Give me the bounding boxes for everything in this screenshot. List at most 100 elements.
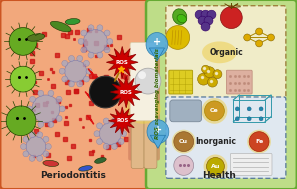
Circle shape <box>256 28 263 35</box>
Text: ROS: ROS <box>120 90 133 94</box>
Circle shape <box>88 25 94 31</box>
Ellipse shape <box>9 28 37 55</box>
Circle shape <box>207 10 216 19</box>
Circle shape <box>20 144 26 149</box>
Circle shape <box>26 106 32 112</box>
Circle shape <box>206 157 224 175</box>
Circle shape <box>78 38 84 44</box>
Circle shape <box>29 155 35 161</box>
Ellipse shape <box>6 106 36 136</box>
Circle shape <box>259 107 263 111</box>
Circle shape <box>202 65 209 73</box>
Polygon shape <box>106 46 138 78</box>
Ellipse shape <box>79 166 92 171</box>
Circle shape <box>23 151 29 157</box>
Circle shape <box>213 70 222 79</box>
Polygon shape <box>108 107 136 135</box>
Circle shape <box>135 68 161 94</box>
Circle shape <box>204 67 215 78</box>
Circle shape <box>77 81 83 87</box>
Circle shape <box>97 25 103 31</box>
Circle shape <box>204 16 213 25</box>
Circle shape <box>65 60 86 82</box>
Circle shape <box>23 136 29 142</box>
Ellipse shape <box>50 21 71 32</box>
Circle shape <box>174 132 194 152</box>
Circle shape <box>37 132 43 138</box>
Circle shape <box>38 122 44 127</box>
Circle shape <box>69 81 75 87</box>
FancyBboxPatch shape <box>146 0 297 189</box>
Circle shape <box>247 130 271 153</box>
Circle shape <box>235 107 239 111</box>
Circle shape <box>43 151 49 157</box>
Text: Inorganic: Inorganic <box>195 137 236 146</box>
Circle shape <box>30 96 36 102</box>
FancyBboxPatch shape <box>170 100 202 122</box>
Circle shape <box>89 76 121 108</box>
Circle shape <box>77 56 83 61</box>
Circle shape <box>111 143 117 149</box>
Circle shape <box>205 101 224 121</box>
Ellipse shape <box>177 14 187 23</box>
Ellipse shape <box>10 66 36 92</box>
Circle shape <box>56 115 62 122</box>
Circle shape <box>97 139 102 145</box>
FancyBboxPatch shape <box>144 113 157 168</box>
Circle shape <box>202 98 227 124</box>
Circle shape <box>107 38 113 44</box>
Ellipse shape <box>173 9 187 24</box>
Text: Organic: Organic <box>209 48 243 57</box>
FancyBboxPatch shape <box>226 70 252 94</box>
Circle shape <box>83 29 107 53</box>
Circle shape <box>62 76 68 82</box>
Circle shape <box>220 7 242 29</box>
Circle shape <box>97 123 102 129</box>
Circle shape <box>83 76 89 82</box>
Circle shape <box>121 131 127 137</box>
Circle shape <box>26 137 46 156</box>
Circle shape <box>48 122 54 127</box>
Circle shape <box>104 47 110 53</box>
Ellipse shape <box>43 160 59 167</box>
Circle shape <box>111 118 117 124</box>
FancyBboxPatch shape <box>169 70 193 94</box>
Circle shape <box>244 34 251 41</box>
Text: Au: Au <box>211 164 220 169</box>
Circle shape <box>83 60 89 66</box>
Text: Health: Health <box>203 171 236 180</box>
FancyBboxPatch shape <box>166 6 286 99</box>
Circle shape <box>203 154 227 178</box>
Circle shape <box>30 115 36 122</box>
Text: Cu: Cu <box>179 139 188 144</box>
Ellipse shape <box>147 120 169 144</box>
Polygon shape <box>149 48 165 61</box>
Circle shape <box>118 123 124 129</box>
Circle shape <box>59 68 65 74</box>
Circle shape <box>56 96 62 102</box>
Circle shape <box>268 34 274 41</box>
Circle shape <box>138 71 146 79</box>
Circle shape <box>99 123 121 145</box>
Circle shape <box>103 118 109 124</box>
Circle shape <box>45 144 51 149</box>
Circle shape <box>104 30 110 36</box>
Ellipse shape <box>95 158 106 163</box>
Text: Fe: Fe <box>255 139 263 144</box>
Circle shape <box>43 136 49 142</box>
Text: ROS: ROS <box>116 60 129 65</box>
Circle shape <box>88 52 94 58</box>
FancyBboxPatch shape <box>230 153 272 175</box>
Text: Periodontitis: Periodontitis <box>40 171 105 180</box>
Circle shape <box>38 90 44 96</box>
Circle shape <box>118 139 124 145</box>
Ellipse shape <box>146 33 168 56</box>
Text: Ce: Ce <box>210 108 219 113</box>
Circle shape <box>29 132 35 138</box>
Circle shape <box>198 16 207 25</box>
FancyBboxPatch shape <box>131 113 144 168</box>
Circle shape <box>166 26 190 49</box>
Circle shape <box>81 30 87 36</box>
Circle shape <box>172 130 196 153</box>
Text: ROS scavenging biomaterials: ROS scavenging biomaterials <box>155 49 160 139</box>
